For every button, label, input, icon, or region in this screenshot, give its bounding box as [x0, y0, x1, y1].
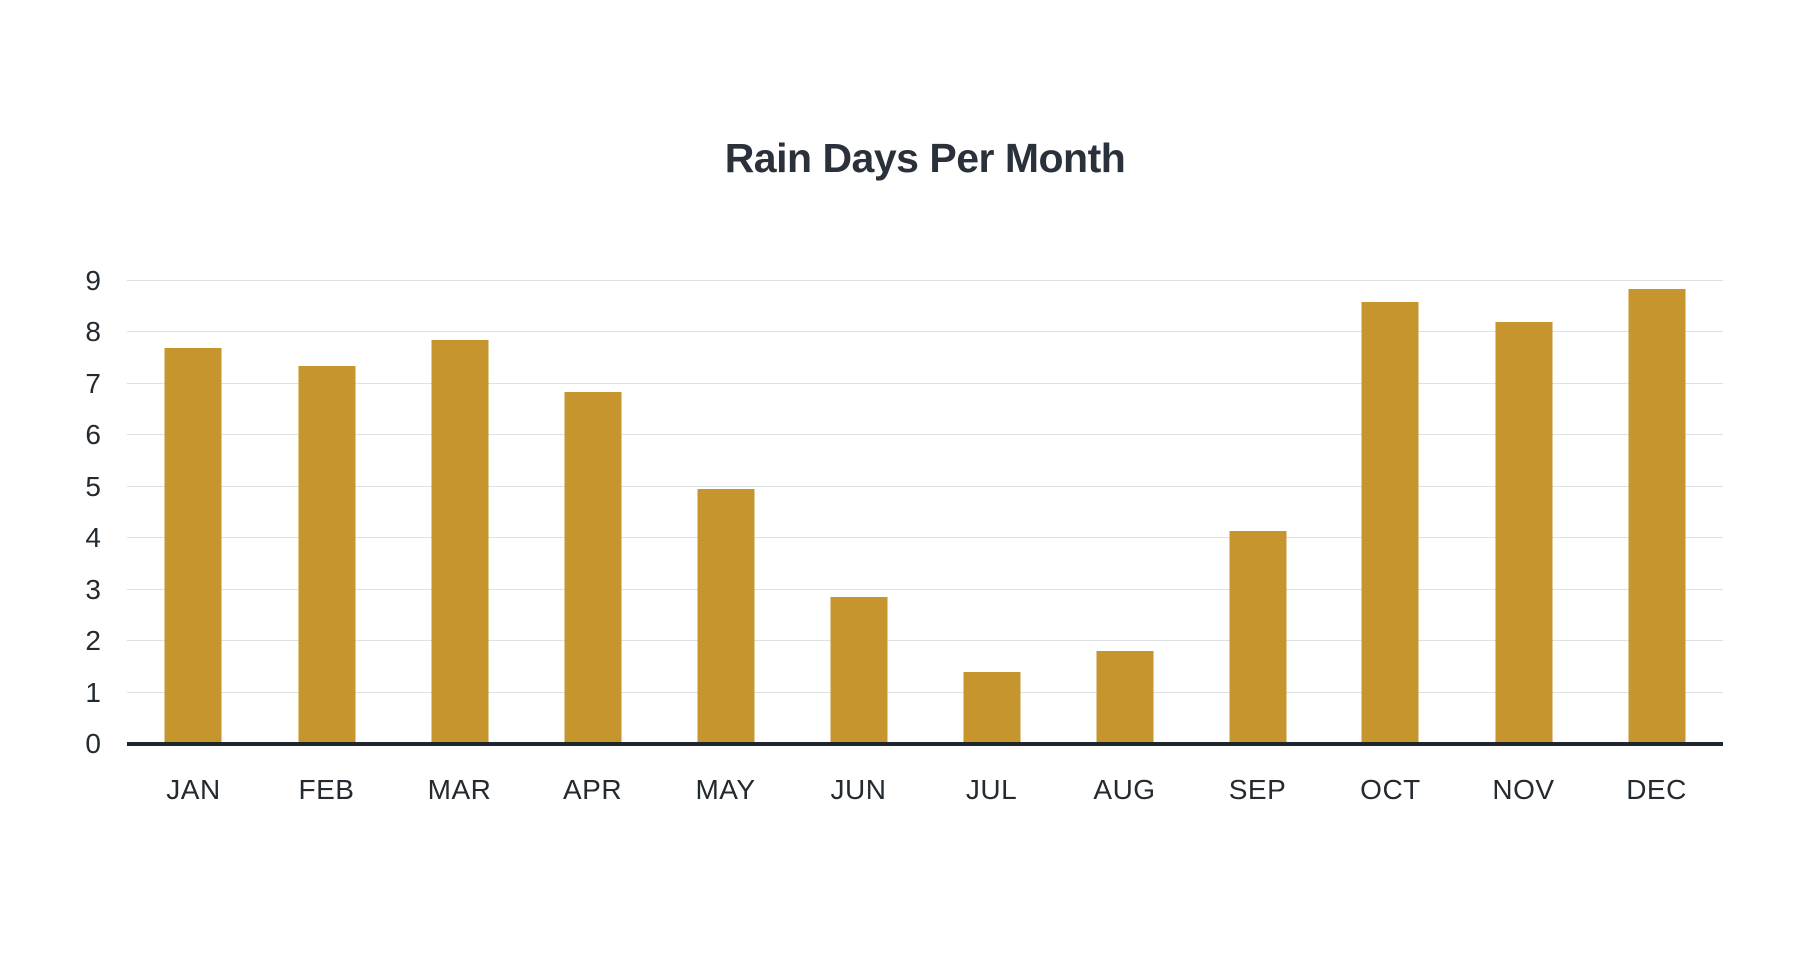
gridline-9: [127, 280, 1723, 281]
bar-jul: [963, 671, 1020, 744]
y-axis-tick-label-8: 8: [85, 316, 101, 348]
x-axis-tick-label-jun: JUN: [830, 774, 887, 805]
y-axis-tick-label-6: 6: [85, 419, 101, 451]
y-axis-tick-label-4: 4: [85, 522, 101, 554]
bar-may: [697, 489, 754, 744]
x-axis-tick-label-may: MAY: [695, 774, 756, 805]
chart-title: Rain Days Per Month: [724, 135, 1126, 181]
y-axis-tick-label-0: 0: [85, 728, 101, 759]
bar-nov: [1495, 322, 1552, 744]
y-axis-tick-label-9: 9: [85, 265, 101, 296]
plot-area: 0 1 2 3 4 5 6 7 8 9 JAN FEB MAR APR MAY JUN JUL AUG SEP OCT…: [85, 267, 1723, 804]
bar-aug: [1096, 651, 1153, 744]
x-axis-tick-label-nov: NOV: [1492, 774, 1555, 805]
bar-sep: [1229, 530, 1286, 744]
bar-jan: [164, 347, 222, 744]
x-axis-tick-label-dec: DEC: [1626, 774, 1687, 805]
gridline-5: [127, 485, 1723, 487]
bar-jun: [830, 597, 887, 744]
gridline-6: [127, 434, 1723, 436]
gridline-3: [127, 588, 1723, 590]
bar-apr: [564, 391, 621, 744]
gridline-8: [127, 331, 1723, 333]
y-axis-tick-label-3: 3: [85, 573, 101, 605]
x-axis-line: [127, 742, 1723, 746]
y-axis-tick-label-2: 2: [85, 625, 101, 657]
bar-oct: [1361, 301, 1419, 744]
gridline-1: [127, 691, 1723, 693]
x-axis-tick-label-oct: OCT: [1360, 774, 1421, 805]
x-axis-tick-label-apr: APR: [562, 774, 623, 805]
x-axis-tick-label-aug: AUG: [1093, 774, 1156, 805]
bar-mar: [431, 340, 488, 744]
gridline-2: [127, 640, 1723, 642]
bar-feb: [298, 365, 355, 744]
y-axis-tick-label-5: 5: [85, 470, 101, 502]
x-axis-tick-label-jan: JAN: [166, 774, 221, 805]
x-axis-tick-label-mar: MAR: [427, 774, 492, 805]
x-axis-tick-label-jul: JUL: [965, 774, 1018, 805]
bar-dec: [1628, 288, 1685, 744]
gridline-7: [127, 382, 1723, 384]
x-axis-tick-label-sep: SEP: [1228, 774, 1287, 805]
y-axis-tick-label-7: 7: [85, 367, 101, 399]
gridline-4: [127, 537, 1723, 539]
x-axis-tick-label-feb: FEB: [298, 774, 355, 805]
y-axis-tick-label-1: 1: [85, 676, 101, 708]
